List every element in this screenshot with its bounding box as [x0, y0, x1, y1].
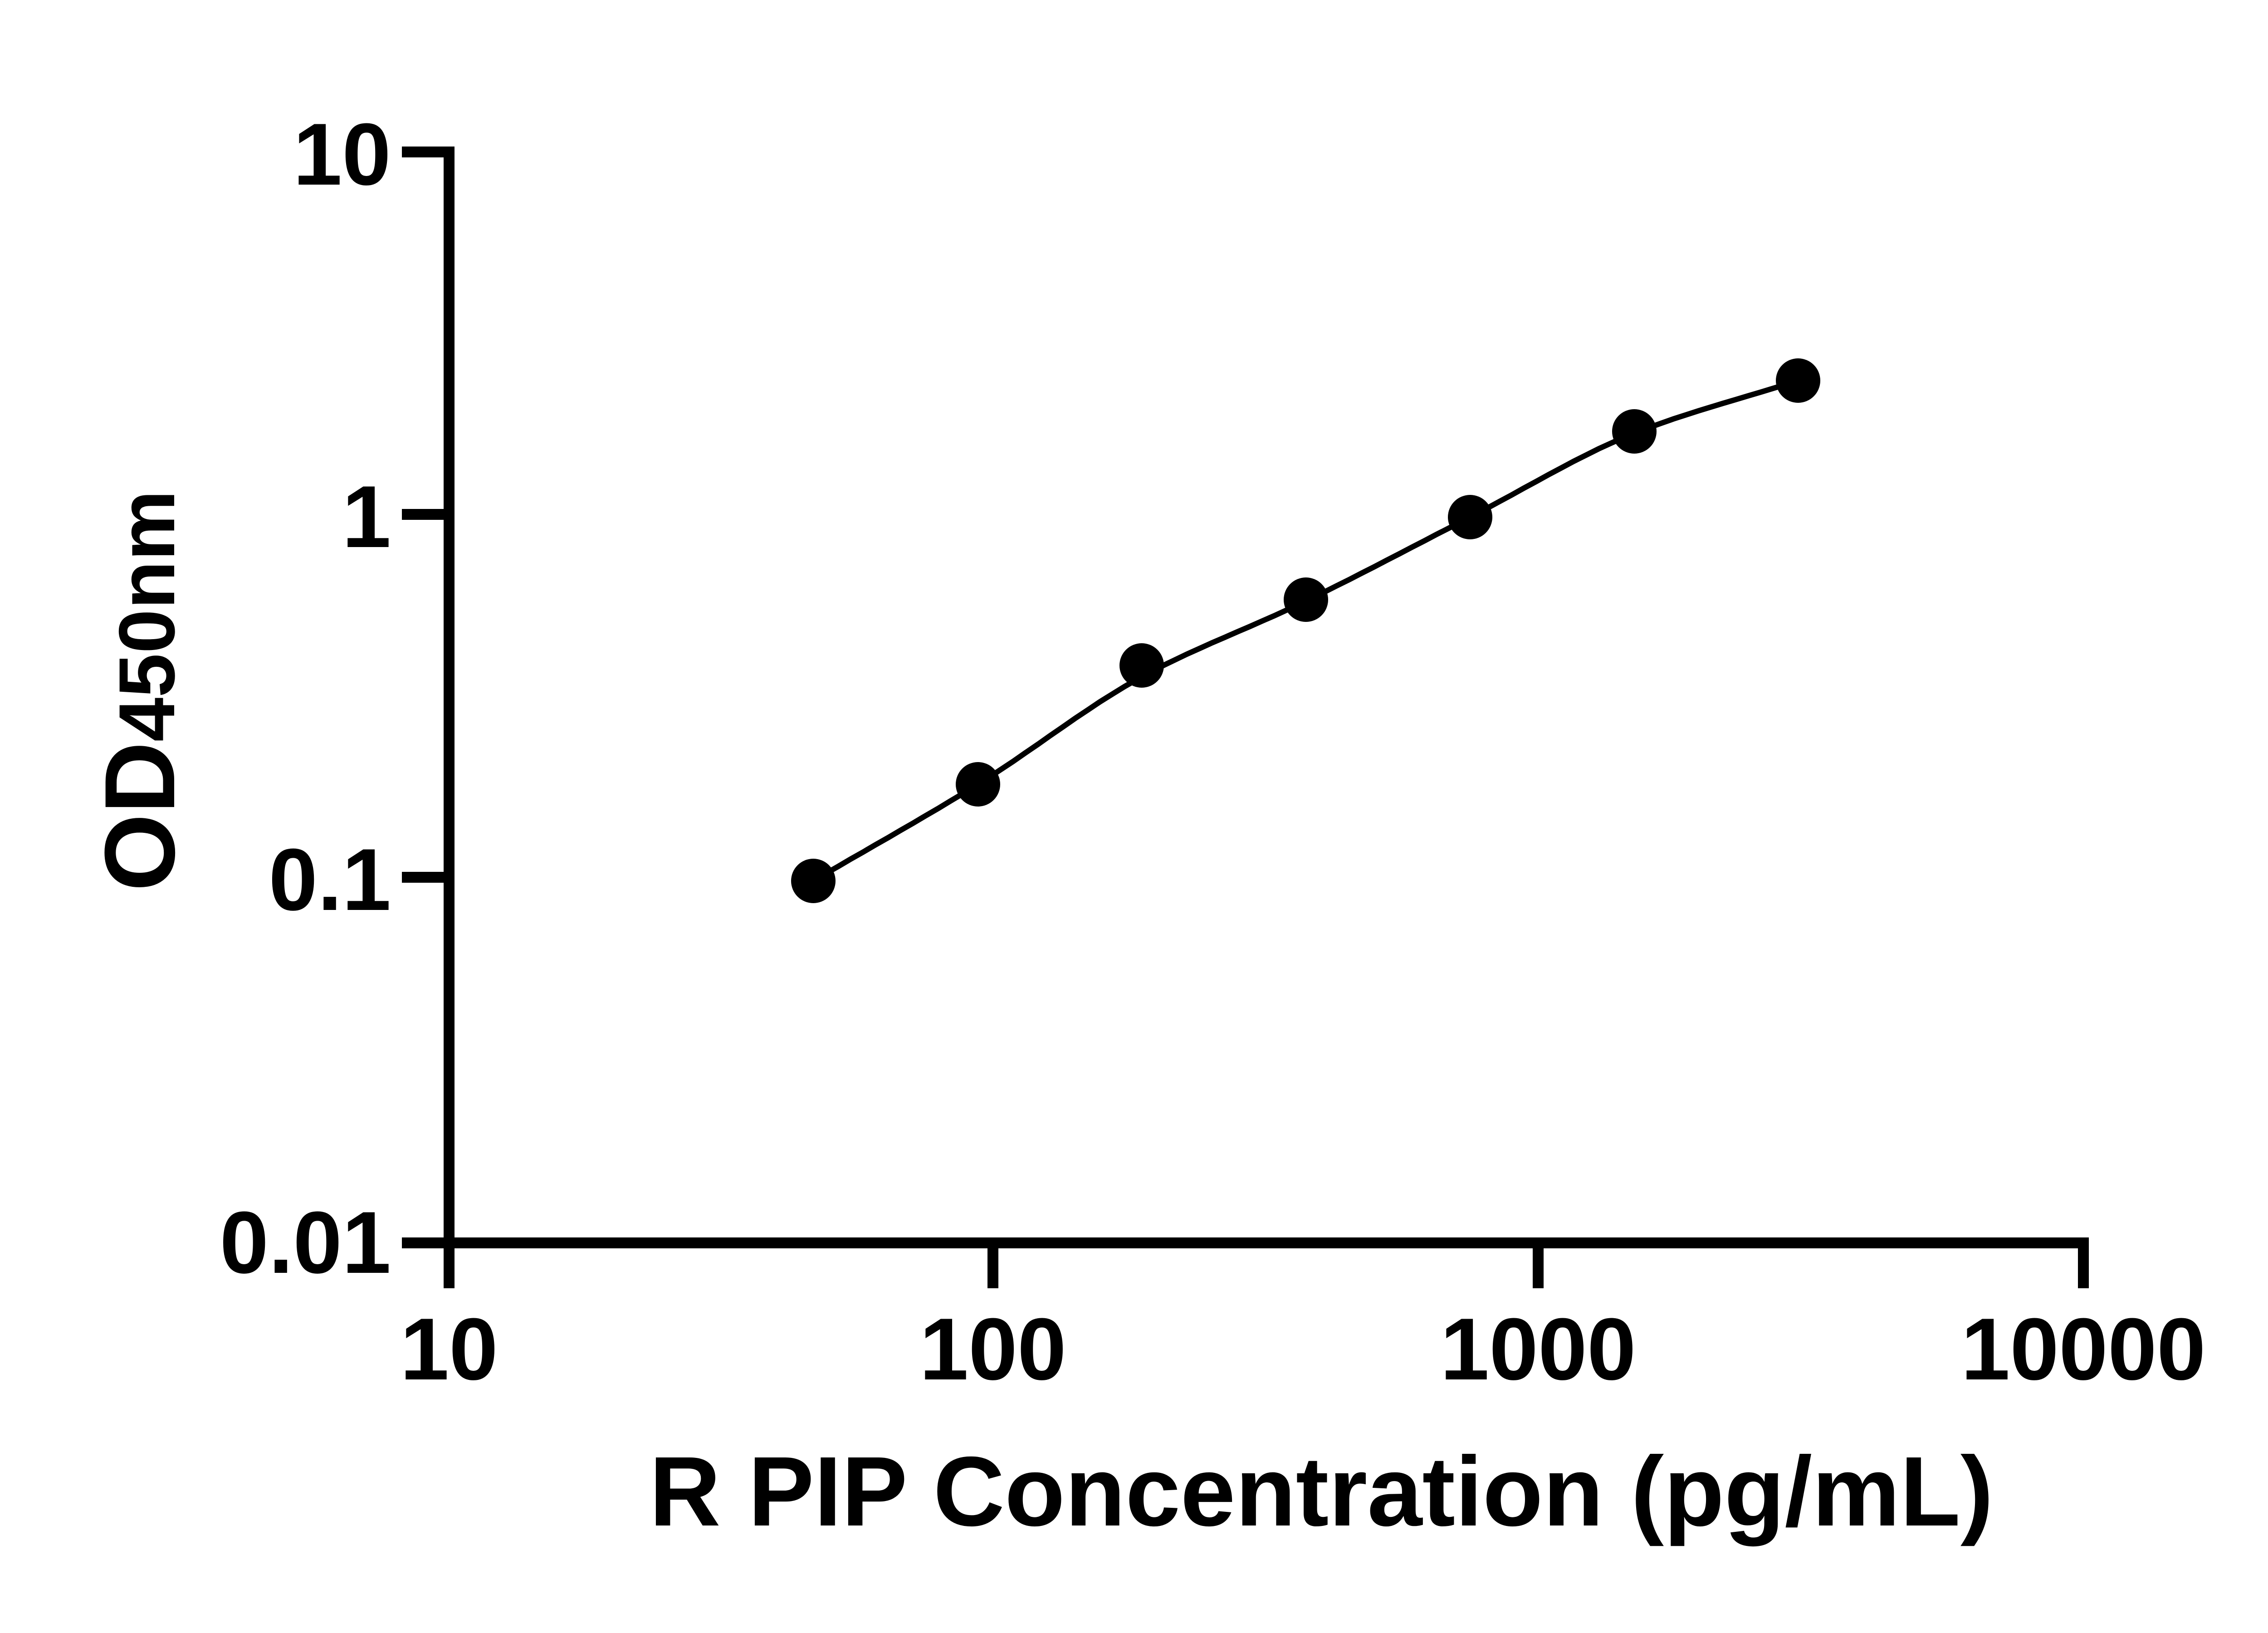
svg-text:OD450nm: OD450nm [84, 490, 196, 891]
svg-text:100: 100 [919, 1300, 1066, 1398]
svg-text:10: 10 [293, 105, 391, 204]
svg-text:10000: 10000 [1961, 1300, 2205, 1398]
svg-text:10: 10 [400, 1300, 498, 1398]
svg-text:R PIP Concentration (pg/mL): R PIP Concentration (pg/mL) [649, 1437, 1993, 1547]
svg-text:1000: 1000 [1440, 1300, 1636, 1398]
svg-text:0.01: 0.01 [220, 1193, 391, 1292]
svg-text:0.1: 0.1 [269, 831, 391, 929]
svg-text:1: 1 [342, 468, 391, 566]
